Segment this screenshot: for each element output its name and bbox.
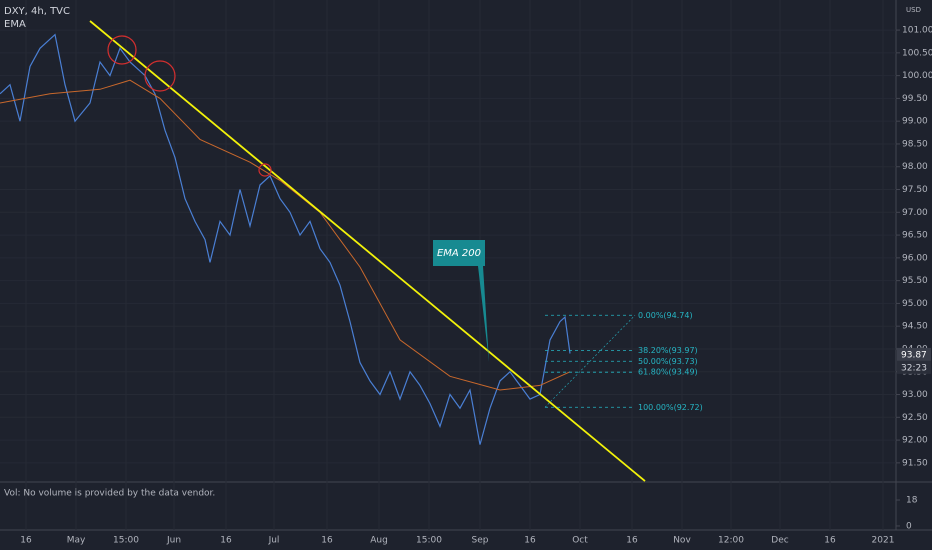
y-tick-label: 96.00 — [902, 253, 928, 263]
x-tick-label: Sep — [472, 536, 489, 546]
y-tick-label: 92.00 — [902, 436, 928, 446]
highlight-circle — [258, 163, 272, 177]
fib-label: 50.00%(93.73) — [638, 357, 698, 366]
x-tick-label: 15:00 — [416, 536, 442, 546]
volume-tick-label: 18 — [906, 496, 918, 506]
x-tick-label: 16 — [20, 536, 32, 546]
y-tick-label: 97.50 — [902, 185, 928, 195]
highlight-circle — [144, 60, 176, 92]
fib-trend — [544, 315, 636, 408]
x-tick-label: Jul — [268, 536, 280, 546]
fib-label: 0.00%(94.74) — [638, 311, 693, 320]
symbol-title: DXY, 4h, TVC — [4, 6, 70, 17]
y-tick-label: 95.50 — [902, 276, 928, 286]
last-price-label: 93.87 — [901, 350, 927, 360]
volume-note: Vol: No volume is provided by the data v… — [4, 489, 215, 499]
y-tick-label: 98.50 — [902, 139, 928, 149]
x-tick-label: 16 — [524, 536, 536, 546]
y-tick-label: 98.00 — [902, 162, 928, 172]
volume-tick-label: 0 — [906, 521, 912, 531]
y-tick-label: 100.50 — [902, 48, 932, 58]
y-tick-label: 91.50 — [902, 458, 928, 468]
y-tick-label: 99.00 — [902, 117, 928, 127]
x-tick-label: May — [67, 536, 86, 546]
indicator-legend: EMA — [4, 19, 26, 30]
y-tick-label: 94.50 — [902, 322, 928, 332]
x-tick-label: 16 — [321, 536, 333, 546]
y-tick-label: 99.50 — [902, 94, 928, 104]
y-tick-label: 100.00 — [902, 71, 932, 81]
fib-label: 38.20%(93.97) — [638, 346, 698, 355]
countdown-tag — [897, 360, 931, 374]
highlight-circle — [107, 35, 137, 65]
trendline — [89, 20, 646, 482]
fib-label: 100.00%(92.72) — [638, 403, 703, 412]
y-tick-label: 97.00 — [902, 208, 928, 218]
callout-text: EMA 200 — [437, 248, 481, 259]
y-tick-label: 101.00 — [902, 26, 932, 36]
last-price-tag — [897, 347, 931, 361]
x-tick-label: Nov — [673, 536, 691, 546]
y-tick-label: 92.50 — [902, 413, 928, 423]
fib-label: 61.80%(93.49) — [638, 368, 698, 377]
ema-line — [0, 79, 571, 391]
x-tick-label: 2021 — [872, 536, 895, 546]
callout — [433, 240, 489, 362]
y-tick-label: 95.00 — [902, 299, 928, 309]
x-tick-label: Dec — [771, 536, 788, 546]
countdown-label: 32:23 — [901, 363, 927, 373]
x-tick-label: 16 — [220, 536, 232, 546]
x-tick-label: 12:00 — [718, 536, 744, 546]
x-tick-label: Jun — [166, 536, 181, 546]
price-line — [0, 33, 571, 445]
x-tick-label: 16 — [626, 536, 638, 546]
x-tick-label: Oct — [572, 536, 588, 546]
y-tick-label: 96.50 — [902, 231, 928, 241]
x-tick-label: 16 — [824, 536, 836, 546]
x-tick-label: 15:00 — [113, 536, 139, 546]
y-tick-label: 93.00 — [902, 390, 928, 400]
currency: USD — [906, 6, 921, 14]
x-tick-label: Aug — [370, 536, 388, 546]
